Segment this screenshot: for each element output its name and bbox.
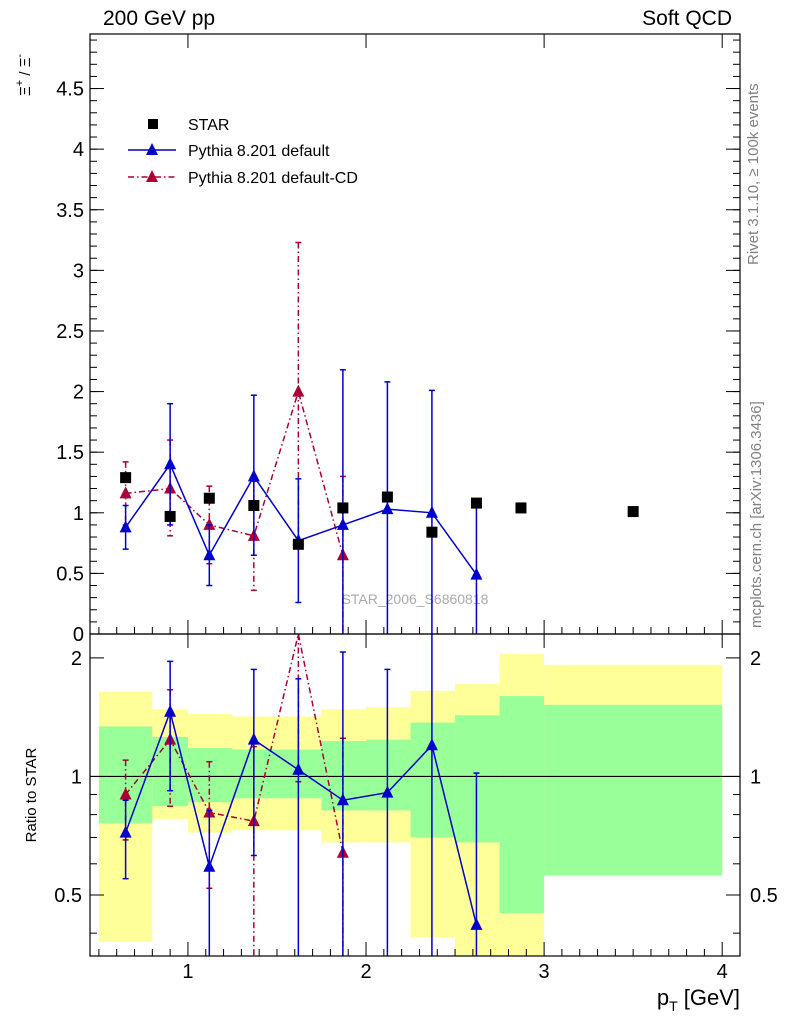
legend-star-marker bbox=[148, 119, 158, 129]
main-star-marker bbox=[627, 506, 639, 518]
ratio-pythia_default-marker bbox=[336, 793, 349, 806]
main-star-marker bbox=[337, 502, 349, 514]
ratio-ytick-label-right: 0.5 bbox=[750, 885, 778, 907]
main-star-marker bbox=[120, 472, 132, 484]
ratio-ytick-label: 1 bbox=[71, 766, 82, 788]
star-uncertainty-band-inner bbox=[410, 722, 456, 838]
star-uncertainty-band-inner bbox=[232, 749, 277, 799]
main-star-marker bbox=[470, 497, 482, 509]
legend-label-pythia_default: Pythia 8.201 default bbox=[188, 143, 330, 160]
ratio-xtick-label: 4 bbox=[717, 961, 728, 983]
main-star-marker bbox=[203, 492, 215, 504]
main-ytick-label: 3 bbox=[73, 260, 84, 282]
header-left-title: 200 GeV pp bbox=[103, 7, 216, 30]
main-ytick-label: 3.5 bbox=[56, 200, 84, 222]
main-y-axis-label: Ξ+ / Ξ- bbox=[14, 54, 34, 96]
main-ytick-label: 0 bbox=[73, 624, 84, 646]
ratio-pythia_default-marker bbox=[203, 859, 216, 872]
x-axis-label: pT [GeV] bbox=[657, 985, 740, 1014]
legend-label-pythia_cd: Pythia 8.201 default-CD bbox=[188, 170, 358, 187]
legend-pythia_default-marker bbox=[146, 143, 158, 155]
ratio-pythia_cd-line bbox=[125, 633, 344, 853]
main-pythia_cd-marker bbox=[203, 517, 216, 530]
main-pythia_default-marker bbox=[336, 517, 349, 530]
main-ytick-label: 0.5 bbox=[56, 563, 84, 585]
ratio-xtick-label: 1 bbox=[182, 961, 193, 983]
main-ytick-label: 4 bbox=[73, 139, 84, 161]
main-pythia_default-marker bbox=[119, 520, 132, 533]
main-star-marker bbox=[292, 538, 304, 550]
ratio-pythia_default-marker bbox=[119, 825, 132, 838]
ratio-xtick-label: 2 bbox=[360, 961, 371, 983]
ratio-pythia_default-marker bbox=[292, 762, 305, 775]
main-star-marker bbox=[164, 510, 176, 522]
main-pythia_default-marker bbox=[381, 502, 394, 515]
ratio-pythia_default-group bbox=[122, 634, 480, 956]
main-ytick-label: 1 bbox=[73, 503, 84, 525]
main-star-marker bbox=[381, 491, 393, 503]
ratio-ytick-label-right: 2 bbox=[750, 648, 761, 670]
ratio-pythia_default-marker bbox=[425, 738, 438, 751]
star-uncertainty-band-inner bbox=[499, 696, 545, 914]
ratio-pythia_default-marker bbox=[381, 785, 394, 798]
main-pythia_default-marker bbox=[164, 457, 177, 470]
ratio-xtick-label: 3 bbox=[539, 961, 550, 983]
ratio-pythia_default-marker bbox=[164, 704, 177, 717]
legend-label-star: STAR bbox=[188, 117, 229, 134]
main-ytick-label: 4.5 bbox=[56, 79, 84, 101]
main-ytick-label: 2.5 bbox=[56, 321, 84, 343]
star-uncertainty-band-inner bbox=[544, 704, 723, 876]
header-right-title: Soft QCD bbox=[642, 7, 732, 30]
ratio-plot-frame bbox=[89, 633, 741, 957]
ratio-pythia_cd-marker bbox=[119, 787, 132, 800]
main-pythia_default-marker bbox=[470, 567, 483, 580]
ratio-ytick-label-right: 1 bbox=[750, 766, 761, 788]
main-ytick-label: 1.5 bbox=[56, 442, 84, 464]
ratio-ytick-label: 0.5 bbox=[54, 885, 82, 907]
main-pythia_cd-marker bbox=[119, 486, 132, 499]
main-pythia_default-line bbox=[125, 462, 478, 576]
ratio-pythia_default-marker bbox=[247, 732, 260, 745]
main-pythia_cd-line bbox=[125, 388, 344, 556]
star-uncertainty-band-inner bbox=[187, 748, 233, 803]
ratio-y-axis-label: Ratio to STAR bbox=[23, 747, 40, 842]
legend-pythia_cd-marker bbox=[146, 170, 158, 182]
main-pythia_default-marker bbox=[247, 469, 260, 482]
main-star-marker bbox=[515, 502, 527, 514]
main-ytick-label: 2 bbox=[73, 382, 84, 404]
star-uncertainty-band-inner bbox=[455, 715, 500, 843]
main-star-group bbox=[120, 472, 639, 550]
ratio-ytick-label: 2 bbox=[71, 648, 82, 670]
watermark-label: STAR_2006_S6860818 bbox=[342, 591, 489, 607]
main-pythia_default-marker bbox=[425, 505, 438, 518]
main-pythia_default-marker bbox=[203, 548, 216, 561]
main-star-marker bbox=[426, 526, 438, 538]
main-star-marker bbox=[248, 500, 260, 512]
main-pythia_cd-group bbox=[122, 241, 346, 634]
ratio-pythia_default-marker bbox=[470, 917, 483, 930]
main-pythia_cd-marker bbox=[292, 384, 305, 397]
